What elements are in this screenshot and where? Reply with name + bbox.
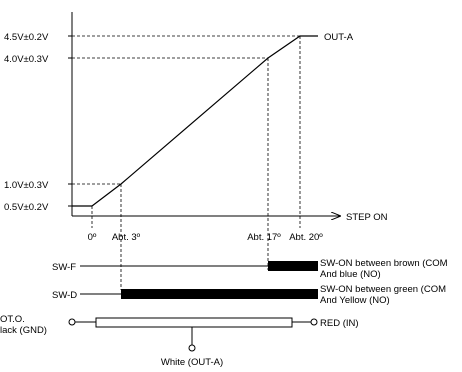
swf-label: SW-F	[52, 262, 76, 273]
pot-resistor	[95, 317, 293, 328]
pot-gnd-terminal	[68, 318, 76, 326]
y-tick-label-4p0: 4.0V±0.3V	[4, 54, 49, 65]
y-tick-label-0p5: 0.5V±0.2V	[4, 202, 49, 213]
pot-left-label-line1: OT.O.	[0, 314, 25, 325]
x-tick-label-20: Abt. 20º	[289, 232, 323, 243]
x-tick-label-17: Abt. 17º	[247, 232, 281, 243]
x-tick-label-0: 0º	[88, 232, 97, 243]
x-tick-label-3: Abt. 3º	[112, 232, 141, 243]
swf-desc-line2: And blue (NO)	[320, 269, 381, 280]
y-tick-label-1p0: 1.0V±0.3V	[4, 180, 49, 191]
x-axis-label: STEP ON	[346, 212, 388, 223]
swd-desc-line2: And Yellow (NO)	[320, 295, 390, 306]
pot-wiper-terminal	[188, 344, 196, 352]
swd-desc-line1: SW-ON between green (COM	[320, 284, 446, 295]
out-a-label: OUT-A	[324, 32, 354, 43]
pot-bottom-label: White (OUT-A)	[161, 357, 223, 368]
pot-right-label: RED (IN)	[320, 318, 359, 329]
pot-in-terminal	[310, 318, 318, 326]
swf-on-bar	[268, 261, 318, 271]
swf-desc-line1: SW-ON between brown (COM	[320, 258, 448, 269]
pot-left-label-line2: lack (GND)	[0, 325, 47, 336]
swd-label: SW-D	[52, 290, 77, 301]
y-tick-label-4p5: 4.5V±0.2V	[4, 32, 49, 43]
swd-on-bar	[121, 289, 318, 299]
out-a-curve	[91, 35, 318, 207]
